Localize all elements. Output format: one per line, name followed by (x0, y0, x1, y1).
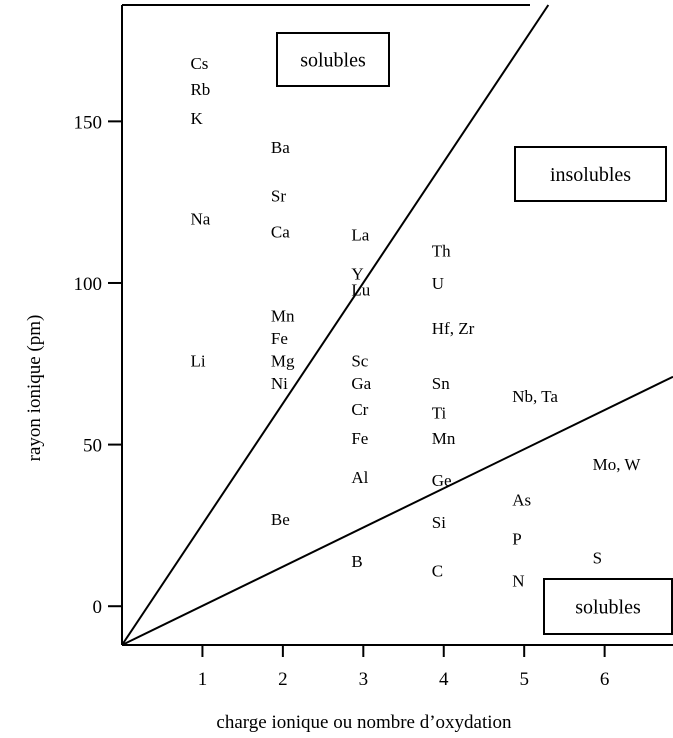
element-label: B (351, 552, 362, 571)
y-tick-label: 150 (74, 112, 103, 133)
element-label: Fe (271, 329, 288, 348)
element-label: Lu (351, 280, 370, 299)
element-labels: Cs Rb K Na Li Ba Sr Ca Mn Fe Mg Ni Be La YLu Sc Ga Cr Fe Al… (190, 54, 641, 590)
element-label: As (512, 491, 531, 510)
element-label: Cs (190, 54, 208, 73)
y-tick-label: 100 (74, 274, 103, 295)
x-tick-label: 3 (359, 669, 369, 690)
y-axis-ticks: 0 50 100 150 (74, 112, 122, 618)
element-label: C (432, 562, 443, 581)
x-axis-label: charge ionique ou nombre d’oxydation (216, 712, 512, 733)
element-label: Al (351, 468, 368, 487)
element-label: Mn (271, 306, 295, 325)
region-annotation: solubles (276, 32, 390, 87)
region-annotation: insolubles (514, 146, 667, 202)
element-label: Th (432, 242, 451, 261)
element-label: Ni (271, 374, 288, 393)
x-tick-label: 2 (278, 669, 288, 690)
x-tick-label: 1 (198, 669, 208, 690)
element-label: La (351, 225, 369, 244)
region-label: insolubles (550, 164, 631, 186)
x-axis-ticks: 1 2 3 4 5 6 (198, 645, 610, 690)
boundary-line (121, 375, 673, 646)
element-label: Mn (432, 429, 456, 448)
element-label: Y (351, 264, 363, 283)
region-annotations: solubles insolubles solubles (276, 32, 673, 635)
plot-frame (121, 4, 673, 646)
region-annotation: solubles (543, 578, 673, 635)
region-label: solubles (300, 50, 366, 72)
region-box (514, 146, 667, 202)
element-label: Ga (351, 374, 371, 393)
x-tick-label: 4 (439, 669, 449, 690)
element-label: Si (432, 513, 446, 532)
element-label: S (593, 549, 602, 568)
element-label: U (432, 274, 444, 293)
y-axis-label: rayon ionique (pm) (24, 315, 45, 462)
element-label: Ba (271, 138, 290, 157)
region-box (543, 578, 673, 635)
element-label: Sn (432, 374, 450, 393)
y-tick-label: 50 (83, 436, 102, 457)
element-label: K (190, 109, 203, 128)
x-tick-label: 5 (519, 669, 529, 690)
element-label: Na (190, 209, 210, 228)
element-label: Rb (190, 80, 210, 99)
region-label: solubles (575, 597, 641, 619)
element-label: N (512, 571, 524, 590)
element-label: Mo, W (593, 455, 642, 474)
element-label: Be (271, 510, 290, 529)
element-label: Fe (351, 429, 368, 448)
element-label: Nb, Ta (512, 387, 558, 406)
element-label: Ge (432, 471, 452, 490)
element-label: Cr (351, 400, 368, 419)
x-tick-label: 6 (600, 669, 610, 690)
boundary-line (121, 4, 550, 646)
element-label: Sc (351, 352, 368, 371)
element-label: Ca (271, 222, 290, 241)
element-label: Mg (271, 352, 295, 371)
region-box (276, 32, 390, 87)
y-tick-label: 0 (93, 597, 103, 618)
element-label: Li (190, 352, 205, 371)
boundary-lines (121, 4, 673, 646)
element-label: P (512, 529, 521, 548)
element-label: Sr (271, 187, 286, 206)
element-label: Hf, Zr (432, 319, 475, 338)
element-label: Ti (432, 403, 447, 422)
